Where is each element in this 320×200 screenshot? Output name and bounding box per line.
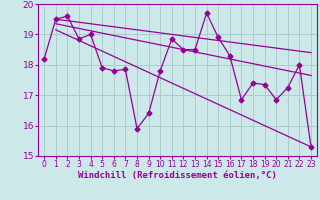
- X-axis label: Windchill (Refroidissement éolien,°C): Windchill (Refroidissement éolien,°C): [78, 171, 277, 180]
